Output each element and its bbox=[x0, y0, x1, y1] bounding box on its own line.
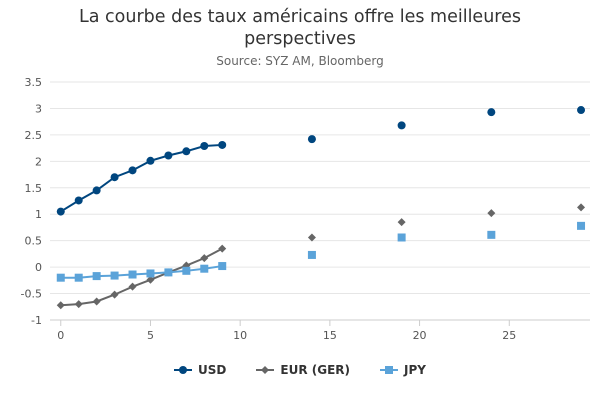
data-point-usd bbox=[146, 156, 155, 165]
data-point-jpy bbox=[92, 272, 101, 281]
data-point-jpy bbox=[182, 266, 191, 275]
data-point-usd bbox=[164, 151, 173, 160]
y-tick-label: 1.5 bbox=[25, 182, 43, 195]
x-tick-label: 10 bbox=[233, 329, 247, 342]
data-point-usd bbox=[397, 121, 406, 130]
y-tick-label: -1 bbox=[31, 314, 42, 327]
data-point-jpy bbox=[74, 273, 83, 282]
y-tick-label: 1 bbox=[35, 208, 42, 221]
data-point-jpy bbox=[128, 270, 137, 279]
data-point-jpy bbox=[397, 233, 406, 242]
data-point-eur-ger bbox=[577, 203, 586, 212]
data-point-eur-ger bbox=[397, 218, 406, 227]
data-point-jpy bbox=[218, 262, 227, 271]
y-tick-label: 3.5 bbox=[25, 76, 43, 89]
data-point-eur-ger bbox=[74, 300, 83, 309]
data-point-jpy bbox=[164, 268, 173, 277]
data-point-usd bbox=[307, 135, 316, 144]
series-line-jpy bbox=[60, 265, 223, 279]
y-tick-label: -0.5 bbox=[21, 288, 42, 301]
chart-title-line-1: La courbe des taux américains offre les … bbox=[79, 7, 521, 27]
x-tick-label: 5 bbox=[147, 329, 154, 342]
data-point-usd bbox=[74, 196, 83, 205]
data-point-jpy bbox=[307, 250, 316, 259]
data-point-usd bbox=[218, 140, 227, 149]
chart-title-line-2: perspectives bbox=[244, 29, 356, 49]
legend-label-jpy: JPY bbox=[404, 363, 426, 377]
data-point-jpy bbox=[200, 264, 209, 273]
data-point-jpy bbox=[56, 273, 65, 282]
y-tick-label: 0.5 bbox=[25, 235, 43, 248]
series-line-eur-ger bbox=[60, 247, 223, 307]
legend-label-eur: EUR (GER) bbox=[280, 363, 351, 377]
legend-item-jpy[interactable]: JPY bbox=[380, 363, 426, 377]
x-tick-label: 20 bbox=[413, 329, 427, 342]
y-tick-label: 0 bbox=[35, 261, 42, 274]
data-point-usd bbox=[182, 147, 191, 156]
data-point-usd bbox=[110, 173, 119, 182]
x-tick-label: 0 bbox=[57, 329, 64, 342]
legend-symbol-jpy bbox=[380, 366, 399, 374]
data-point-usd bbox=[200, 141, 209, 150]
data-point-usd bbox=[487, 108, 496, 117]
data-point-usd bbox=[92, 186, 101, 195]
data-point-jpy bbox=[110, 271, 119, 280]
x-tick-label: 15 bbox=[323, 329, 337, 342]
chart-title: La courbe des taux américains offre les … bbox=[0, 6, 600, 50]
data-point-eur-ger bbox=[146, 275, 155, 284]
chart-legend: USD EUR (GER) JPY bbox=[0, 363, 600, 377]
x-tick-label: 25 bbox=[502, 329, 516, 342]
series-line-usd bbox=[60, 143, 223, 213]
chart-subtitle: Source: SYZ AM, Bloomberg bbox=[216, 54, 384, 68]
data-point-eur-ger bbox=[92, 297, 101, 306]
data-point-eur-ger bbox=[200, 254, 209, 263]
data-point-eur-ger bbox=[56, 301, 65, 310]
y-tick-label: 2.5 bbox=[25, 129, 43, 142]
data-point-jpy bbox=[577, 221, 586, 230]
y-tick-label: 2 bbox=[35, 155, 42, 168]
legend-symbol-usd bbox=[174, 366, 193, 374]
data-point-usd bbox=[577, 106, 586, 115]
data-point-usd bbox=[128, 166, 137, 175]
data-point-eur-ger bbox=[218, 244, 227, 253]
legend-label-usd: USD bbox=[198, 363, 227, 377]
data-point-eur-ger bbox=[487, 209, 496, 218]
legend-item-eur[interactable]: EUR (GER) bbox=[256, 363, 350, 377]
legend-item-usd[interactable]: USD bbox=[174, 363, 226, 377]
data-point-eur-ger bbox=[128, 282, 137, 291]
data-point-usd bbox=[56, 207, 65, 216]
legend-symbol-eur bbox=[256, 366, 275, 374]
data-point-eur-ger bbox=[110, 290, 119, 299]
data-point-jpy bbox=[146, 269, 155, 278]
y-tick-label: 3 bbox=[35, 102, 42, 115]
data-point-eur-ger bbox=[307, 233, 316, 242]
data-point-jpy bbox=[487, 230, 496, 239]
